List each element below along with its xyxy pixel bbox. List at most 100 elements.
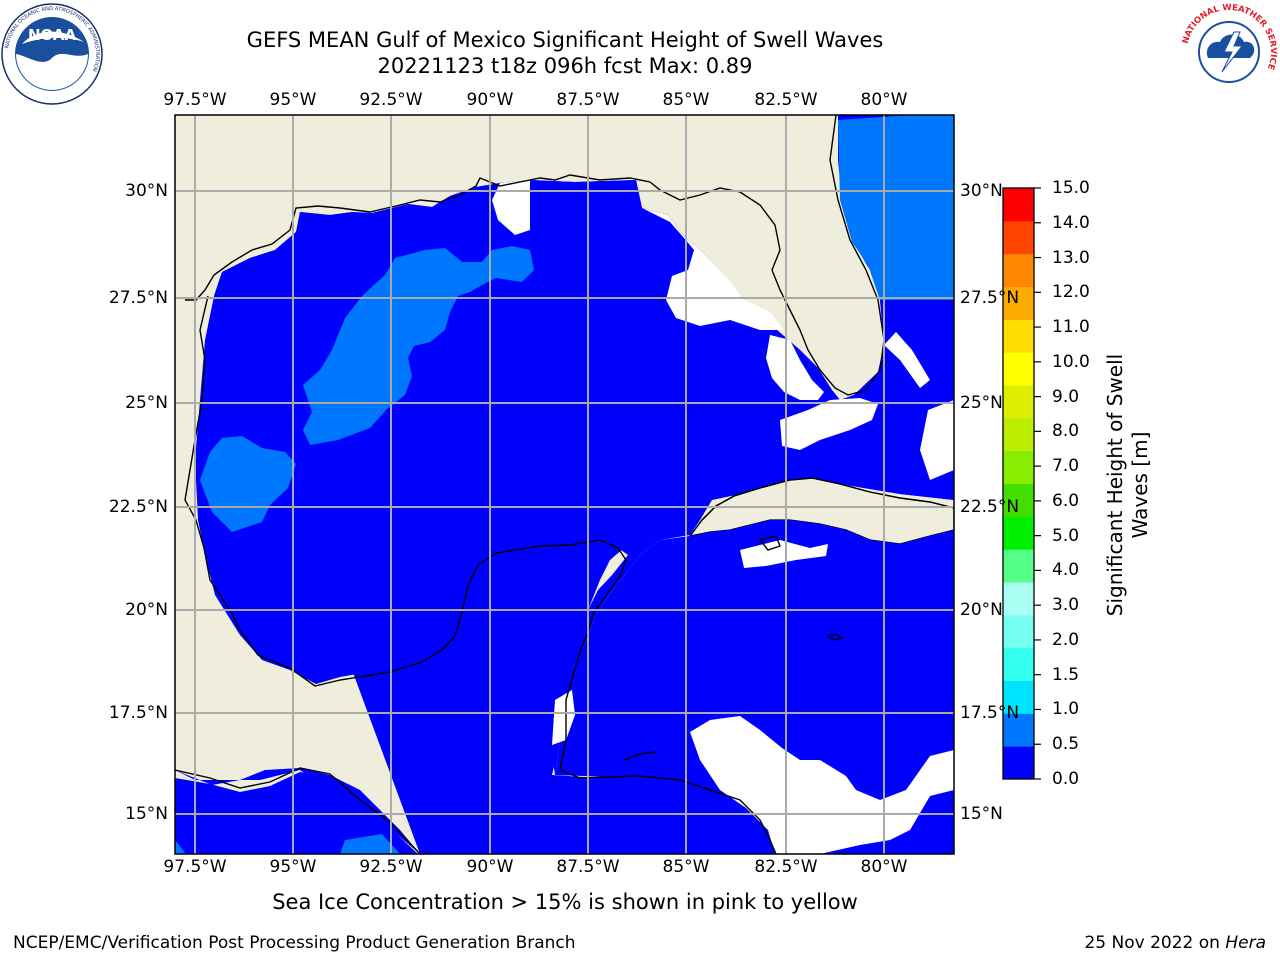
nodata-cuba-south (740, 540, 828, 568)
colorbar (1003, 187, 1041, 780)
lat-label-left: 25°N (125, 393, 168, 413)
swell-band-0.5-1.0-atlantic (838, 115, 954, 300)
lon-label-top: 90°W (466, 90, 514, 110)
lon-label-top: 97.5°W (163, 90, 227, 110)
nodata-florida-gulf (766, 335, 824, 400)
nodata-keys (780, 398, 878, 450)
colorbar-segment (1003, 680, 1034, 714)
credit-text: NCEP/EMC/Verification Post Processing Pr… (13, 933, 576, 953)
lat-label-right: 15°N (960, 804, 1003, 824)
lat-label-left: 17.5°N (108, 703, 168, 723)
lat-label-right: 20°N (960, 600, 1003, 620)
colorbar-segment (1003, 385, 1034, 419)
lon-label-bottom: 87.5°W (556, 857, 620, 877)
colorbar-tick-label: 1.0 (1052, 699, 1080, 720)
colorbar-segment (1003, 319, 1034, 353)
sea-ice-note: Sea Ice Concentration > 15% is shown in … (272, 890, 858, 914)
colorbar-segment (1003, 582, 1034, 616)
lon-label-top: 95°W (269, 90, 317, 110)
colorbar-segment (1003, 647, 1034, 681)
colorbar-label-line1: Significant Height of Swell (1103, 353, 1127, 617)
colorbar-tick-label: 1.5 (1052, 664, 1080, 685)
nodata-north-gulf (492, 180, 530, 235)
colorbar-tick-label: 13.0 (1052, 247, 1090, 268)
colorbar-segment (1003, 253, 1034, 287)
lat-label-right: 27.5°N (960, 288, 1020, 308)
colorbar-tick-label: 3.0 (1052, 595, 1080, 616)
colorbar-tick-label: 14.0 (1052, 212, 1090, 233)
lat-label-right: 25°N (960, 393, 1003, 413)
colorbar-segment (1003, 188, 1034, 222)
lon-label-top: 92.5°W (359, 90, 423, 110)
jamaica-island (826, 633, 844, 641)
nodata-caribbean-south (690, 716, 954, 854)
colorbar-tick-label: 9.0 (1052, 386, 1080, 407)
colorbar-label-line2: Waves [m] (1128, 431, 1152, 539)
map-frame (174, 114, 955, 855)
chart-title: GEFS MEAN Gulf of Mexico Significant Hei… (246, 28, 884, 52)
noaa-logo: NATIONAL OCEANIC AND ATMOSPHERIC ADMINIS… (1, 3, 103, 105)
lat-label-right: 22.5°N (960, 497, 1020, 517)
nodata-east-florida-strait (884, 332, 930, 388)
bay-islands (623, 751, 657, 761)
lon-label-bottom: 80°W (860, 857, 908, 877)
colorbar-tick-label: 6.0 (1052, 490, 1080, 511)
colorbar-segment (1003, 352, 1034, 386)
lon-label-bottom: 97.5°W (163, 857, 227, 877)
colorbar-segment (1003, 483, 1034, 517)
lat-label-left: 15°N (125, 804, 168, 824)
colorbar-segment (1003, 713, 1034, 747)
swell-band-0.5-1.0 (303, 246, 534, 445)
colorbar-tick-label: 5.0 (1052, 525, 1080, 546)
lon-label-bottom: 92.5°W (359, 857, 423, 877)
lat-label-right: 17.5°N (960, 703, 1020, 723)
machine-name: Hera (1225, 933, 1266, 953)
colorbar-segment (1003, 746, 1034, 780)
colorbar-segment (1003, 516, 1034, 550)
mexico-gulf-coastline (184, 295, 777, 854)
nws-logo: NATIONAL WEATHER SERVICE (1181, 3, 1278, 100)
lat-label-left: 27.5°N (108, 288, 168, 308)
caribbean-water-region (555, 520, 954, 790)
colorbar-tick-label: 2.0 (1052, 629, 1080, 650)
lon-label-top: 80°W (860, 90, 908, 110)
date-value: 25 Nov 2022 on (1084, 933, 1220, 953)
map-gridlines (175, 115, 954, 854)
lon-label-top: 85°W (662, 90, 710, 110)
date-text: 25 Nov 2022 on Hera (1084, 933, 1266, 953)
nodata-bahamas (920, 400, 954, 480)
us-gulf-coastline (185, 115, 885, 396)
pacific-band-0.5-1.0 (340, 834, 400, 854)
colorbar-tick-label: 12.0 (1052, 282, 1090, 303)
lon-label-top: 87.5°W (556, 90, 620, 110)
colorbar-tick-label: 0.0 (1052, 769, 1080, 789)
cuba-coastline (689, 477, 954, 537)
lat-label-left: 22.5°N (108, 497, 168, 517)
colorbar-segment (1003, 549, 1034, 583)
lon-label-top: 82.5°W (754, 90, 818, 110)
noaa-logo-text: NOAA (28, 26, 77, 44)
colorbar-segment (1003, 450, 1034, 484)
colorbar-segment (1003, 417, 1034, 452)
pacific-band-corner (175, 840, 186, 854)
chart-subtitle: 20221123 t18z 096h fcst Max: 0.89 (377, 54, 753, 78)
lon-label-bottom: 95°W (269, 857, 317, 877)
colorbar-segment (1003, 286, 1034, 320)
colorbar-tick-label: 11.0 (1052, 317, 1090, 338)
nodata-yucatan-east (552, 690, 575, 745)
colorbar-tick-label: 7.0 (1052, 456, 1080, 477)
colorbar-tick-label: 8.0 (1052, 421, 1080, 442)
colorbar-segment (1003, 220, 1034, 255)
colorbar-tick-label: 10.0 (1052, 351, 1090, 372)
colorbar-label: Significant Height of Swell Waves [m] (1103, 275, 1153, 695)
lat-label-left: 30°N (125, 181, 168, 201)
lon-label-bottom: 82.5°W (754, 857, 818, 877)
lat-label-left: 20°N (125, 600, 168, 620)
colorbar-tick-label: 4.0 (1052, 560, 1080, 581)
colorbar-segment (1003, 614, 1034, 649)
isla-de-juventud (758, 535, 781, 551)
colorbar-tick-label: 0.5 (1052, 734, 1080, 755)
colorbar-frame (1002, 187, 1035, 780)
colorbar-tick-label: 15.0 (1052, 178, 1090, 198)
